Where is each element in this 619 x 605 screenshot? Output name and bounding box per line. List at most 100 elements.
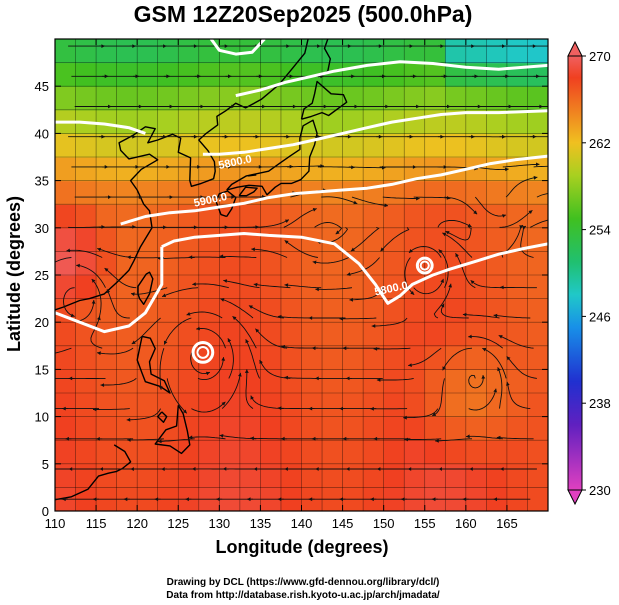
- streamline-arrowhead: [432, 412, 437, 416]
- streamline-arrowhead: [339, 497, 343, 502]
- streamline-arrowhead: [440, 303, 445, 308]
- heat-cell: [486, 62, 508, 87]
- streamline-arrowhead: [281, 436, 285, 441]
- heat-cell: [178, 157, 200, 182]
- heat-cell: [96, 251, 118, 276]
- heat-cell: [280, 369, 303, 394]
- heat-cell: [137, 322, 159, 347]
- streamline-arrowhead: [349, 297, 353, 302]
- streamline-arrowhead: [506, 356, 511, 361]
- vortex-ring-inner: [196, 345, 210, 359]
- heat-cell: [506, 416, 529, 441]
- heat-cell: [445, 345, 467, 370]
- heat-cell: [383, 227, 405, 252]
- streamline: [126, 408, 161, 421]
- x-tick-label: 165: [496, 516, 518, 531]
- heat-cell: [280, 275, 303, 300]
- streamline-arrowhead: [35, 353, 39, 357]
- streamline-arrowhead: [232, 316, 237, 321]
- heat-cell: [260, 204, 282, 229]
- heat-cell: [404, 86, 426, 111]
- streamline: [408, 347, 442, 366]
- heat-cell: [363, 62, 385, 87]
- vortex-markers: [191, 256, 434, 364]
- y-tick-label: 40: [35, 126, 49, 141]
- heat-cell: [280, 109, 303, 134]
- streamline-arrowhead: [66, 248, 71, 253]
- streamline-arrowhead: [493, 313, 498, 318]
- colorbar-min-arrow: [567, 489, 583, 506]
- streamline-arrowhead: [205, 371, 210, 376]
- y-axis-ticks: 0 5 10 15 20 25 30 35 40 45: [35, 79, 548, 519]
- streamline-arrowhead: [126, 417, 131, 422]
- streamline: [468, 374, 484, 389]
- heat-cell: [280, 463, 303, 488]
- heat-cell: [157, 180, 179, 205]
- streamline-arrowhead: [284, 283, 289, 288]
- streamline-arrowhead: [162, 293, 167, 298]
- heat-cell: [55, 369, 77, 394]
- heat-cell: [322, 298, 344, 323]
- heat-cell: [404, 227, 426, 252]
- streamline: [312, 257, 349, 264]
- streamline: [76, 264, 106, 288]
- streamline: [437, 219, 472, 228]
- streamline-arrowhead: [223, 279, 228, 283]
- heat-cell: [424, 463, 446, 488]
- heat-cell: [301, 345, 323, 370]
- heat-cell: [486, 393, 508, 418]
- heat-cell: [506, 275, 529, 300]
- streamline: [349, 287, 384, 301]
- streamline: [321, 196, 358, 205]
- streamline: [55, 257, 72, 263]
- heat-cell: [96, 440, 118, 465]
- streamline-arrowhead: [131, 292, 135, 297]
- streamline: [259, 359, 291, 379]
- heat-cell: [404, 322, 426, 347]
- coastline-segment: [300, 80, 348, 120]
- heat-cell: [198, 416, 220, 441]
- streamline: [131, 317, 161, 345]
- heat-cell: [178, 275, 200, 300]
- heat-cell: [239, 369, 262, 394]
- heat-cell: [219, 39, 241, 64]
- heat-cell: [527, 62, 548, 87]
- heat-cell: [486, 416, 508, 441]
- heat-cell: [198, 298, 220, 323]
- heat-cell: [445, 133, 467, 158]
- heat-cell: [116, 39, 138, 64]
- heat-cell: [137, 62, 159, 87]
- heat-cell: [363, 463, 385, 488]
- streamline-arrowhead: [244, 369, 249, 373]
- heat-cell: [445, 440, 467, 465]
- heat-cell: [363, 109, 385, 134]
- heat-cell: [363, 393, 385, 418]
- heat-cell: [383, 133, 405, 158]
- heat-cell: [404, 393, 426, 418]
- streamline: [440, 303, 469, 319]
- heat-cell: [342, 322, 364, 347]
- heat-cell: [322, 369, 344, 394]
- heat-cell: [342, 416, 364, 441]
- heat-cell: [157, 440, 179, 465]
- streamline: [255, 328, 288, 349]
- streamline: [90, 316, 103, 349]
- streamline-arrowhead: [440, 278, 444, 283]
- heat-cell: [465, 416, 487, 441]
- heat-cell: [116, 227, 138, 252]
- heat-cell: [55, 204, 77, 229]
- heat-cell: [322, 86, 344, 111]
- heat-cell: [96, 62, 118, 87]
- heat-cell: [383, 62, 405, 87]
- heat-cell: [75, 86, 97, 111]
- heat-cell: [55, 463, 77, 488]
- heat-cell: [137, 416, 159, 441]
- colorbar-tick-label: 246: [589, 309, 611, 324]
- heat-cell: [465, 109, 487, 134]
- streamline: [281, 345, 318, 349]
- heat-cell: [178, 393, 200, 418]
- heat-cell: [445, 369, 467, 394]
- heat-cell: [424, 416, 446, 441]
- streamline-arrowhead: [104, 268, 109, 272]
